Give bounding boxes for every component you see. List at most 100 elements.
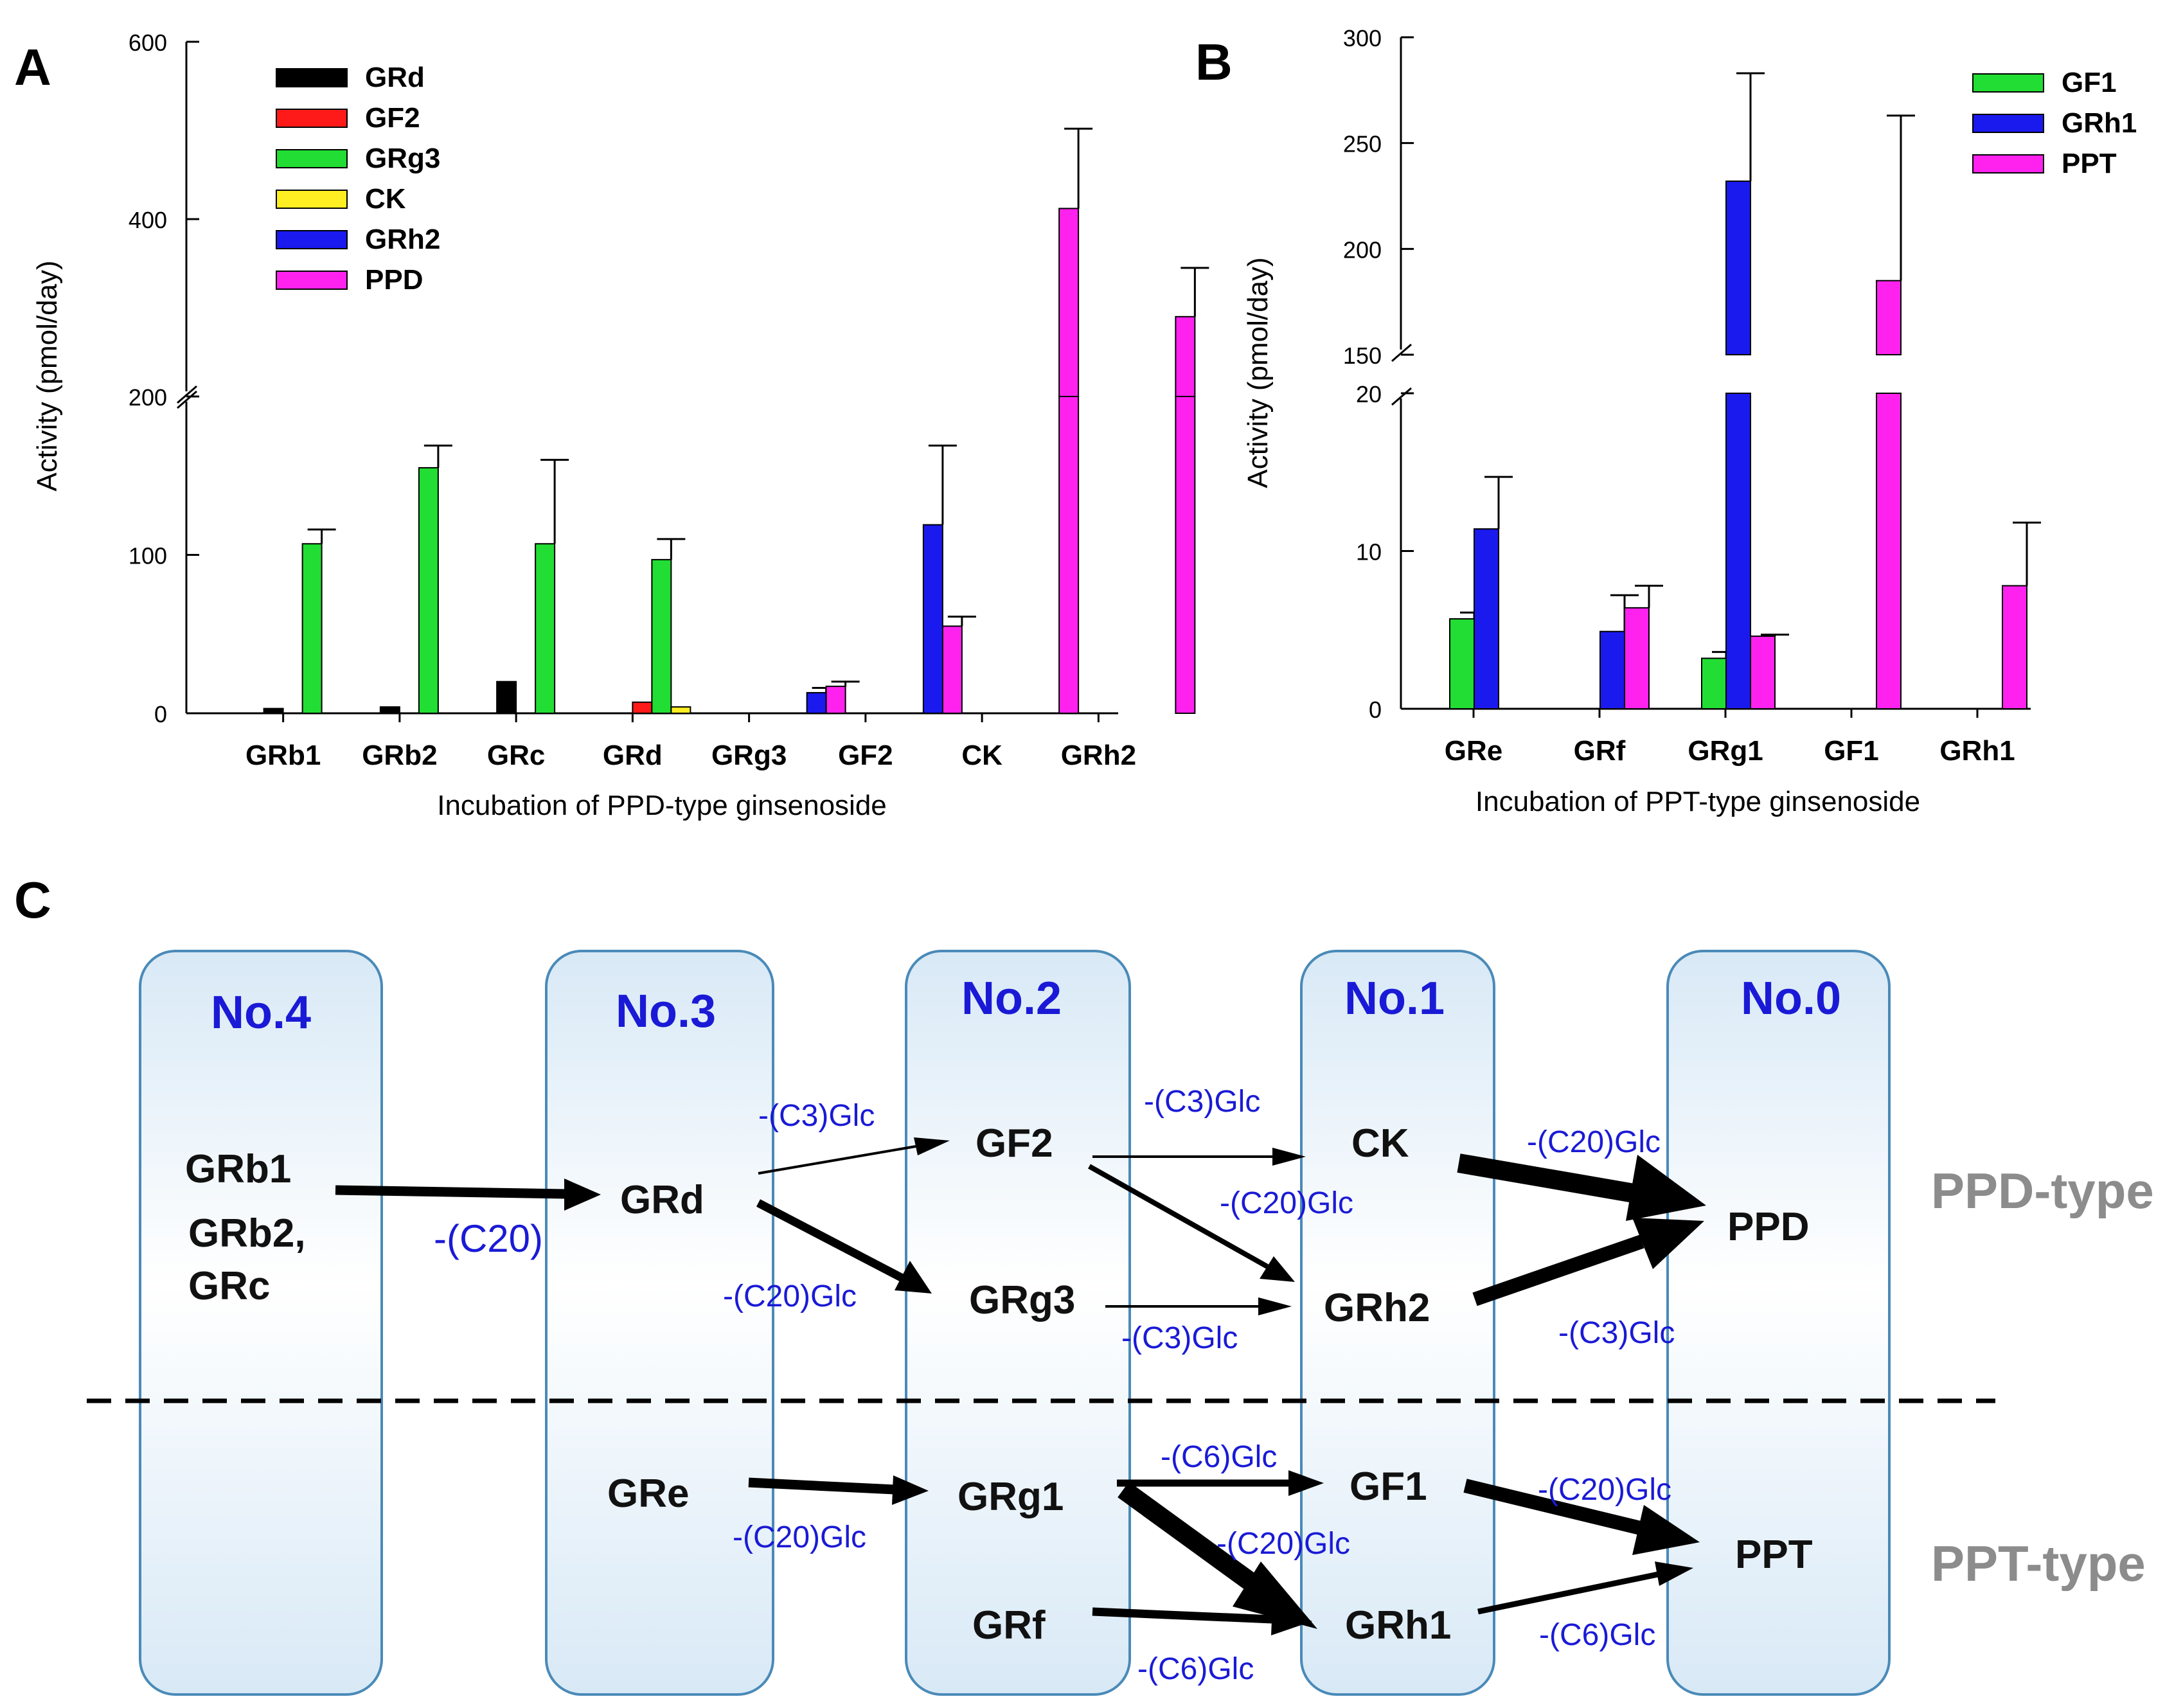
reaction-label: -(C20)Glc [1538,1473,1671,1507]
bar-ppd [1058,208,1080,397]
chart-b-bars [1449,72,2041,710]
x-tick-label: GRh2 [1061,740,1136,771]
bar-grg3 [535,543,556,714]
arrowhead [1632,1505,1700,1555]
legend-label: GF1 [2062,67,2117,98]
bar-gf1 [1701,657,1727,709]
reaction-label: -(C6)Glc [1161,1440,1277,1474]
compound-gf1: GF1 [1350,1464,1427,1509]
legend-swatch-grh1 [1972,114,2044,133]
compound-grb2: GRb2, [188,1211,306,1256]
bar-ck [670,706,691,715]
bar-ppt [1876,280,1902,356]
arrowhead [1233,1561,1317,1629]
y-tick-label: 300 [1343,25,1382,51]
compound-grb1: GRb1 [185,1147,291,1191]
arrowhead [914,1137,950,1155]
legend-swatch-ppt [1972,154,2044,173]
arrow-gf2-grh2 [1088,1164,1269,1269]
bar-ppd [1175,316,1196,397]
chart-a-xlabel: Incubation of PPD-type ginsenoside [437,790,887,821]
y-tick-label: 0 [154,701,167,727]
column-title: No.4 [211,987,311,1038]
arrow-grf-grh1 [1092,1607,1273,1624]
compound-grf: GRf [972,1603,1046,1648]
axis-break-mark [177,385,197,404]
bar-grh1 [1599,630,1625,710]
x-tick-label: GF1 [1824,735,1879,767]
reaction-arrows [335,1137,1706,1635]
reaction-labels: -(C20) -(C3)Glc -(C20)Glc -(C3)Glc -(C20… [434,1085,1675,1686]
panel-c: C No.4 No.3 No.2 No.1 No.0 PPD-type PPT-… [14,871,2154,1696]
reaction-label: -(C3)Glc [1144,1085,1260,1119]
arrow-grg1-grh1 [1118,1481,1279,1607]
bar-ppt [1876,393,1902,709]
y-tick-label: 0 [1369,697,1382,723]
panel-label-a: A [14,39,51,96]
bar-ppd [941,625,963,714]
arrow-gre-grg1 [748,1477,895,1495]
bar-gf2 [632,701,653,714]
bar-grh1 [1725,393,1751,709]
chart-b-xlabel: Incubation of PPT-type ginsenoside [1475,786,1920,817]
y-tick-label: 250 [1343,131,1382,157]
column-title: No.0 [1741,973,1841,1024]
compound-grh1: GRh1 [1345,1603,1451,1648]
column-no4 [139,950,383,1696]
y-tick-label: 100 [129,543,167,569]
compound-grg1: GRg1 [958,1475,1064,1519]
ppd-type-label: PPD-type [1931,1162,2154,1219]
axis-break-mark [1391,343,1412,362]
bar-grg3 [301,543,323,714]
reaction-label: -(C20)Glc [1527,1125,1661,1159]
legend-label: GRg3 [365,143,440,174]
legend-label: CK [365,183,406,215]
reaction-label: -(C3)Glc [1121,1321,1238,1355]
bar-ppd [825,686,846,714]
legend-swatch-ck [276,190,348,209]
arrowhead [892,1475,929,1505]
reaction-label: -(C20)Glc [723,1279,857,1313]
x-tick-label: GRg3 [711,740,787,771]
axis-break-mark [1391,387,1412,406]
chart-b-ylabel: Activity (pmol/day) [1242,257,1274,488]
compound-gre: GRe [607,1472,689,1516]
arrow-grh2-ppd [1472,1234,1644,1306]
y-tick-label: 10 [1356,539,1382,565]
bar-ppt [1624,607,1650,709]
x-tick-label: GF2 [838,740,893,771]
chart-a-axes: 0 100 200 400 600 GRb1 GRb2 GRc GRd GRg3 GF2 CK GRh2 [129,30,1136,771]
y-tick-label: 600 [129,30,167,56]
reaction-label: -(C20)Glc [733,1520,866,1554]
arrowhead [1655,1561,1693,1586]
column-no2 [905,950,1131,1696]
panel-label-b: B [1195,33,1233,91]
column-no1 [1300,950,1495,1696]
legend-label: GF2 [365,102,420,134]
reaction-label: -(C6)Glc [1539,1618,1655,1652]
column-titles: No.4 No.3 No.2 No.1 No.0 [211,973,1841,1038]
bar-grh1 [1474,528,1499,709]
bar-grd [379,706,400,715]
legend-label: GRh1 [2062,107,2137,139]
column-no3 [545,950,774,1696]
pathway-columns [139,950,1891,1696]
panel-label-c: C [14,871,51,929]
reaction-label: -(C20)Glc [1216,1527,1350,1561]
arrowhead [1288,1470,1324,1496]
bar-gf1 [1449,618,1475,709]
bar-grh2 [922,524,943,714]
column-title: No.1 [1344,973,1445,1024]
reaction-label: -(C3)Glc [1558,1316,1675,1350]
bar-grh2 [806,691,827,714]
compound-grg3: GRg3 [969,1278,1075,1322]
legend-swatch-gf2 [276,109,348,128]
arrow-grh1-ppt [1477,1571,1659,1615]
compound-gf2: GF2 [976,1121,1053,1166]
compound-grd: GRd [620,1178,704,1222]
compound-grc: GRc [188,1264,270,1308]
legend-swatch-grd [276,68,348,87]
x-tick-label: GRe [1445,735,1502,767]
chart-b-axes: 0 10 20 150 200 250 300 GRe GRf GRg1 GF1 GRh1 [1343,25,2031,767]
x-tick-label: GRg1 [1688,735,1763,767]
